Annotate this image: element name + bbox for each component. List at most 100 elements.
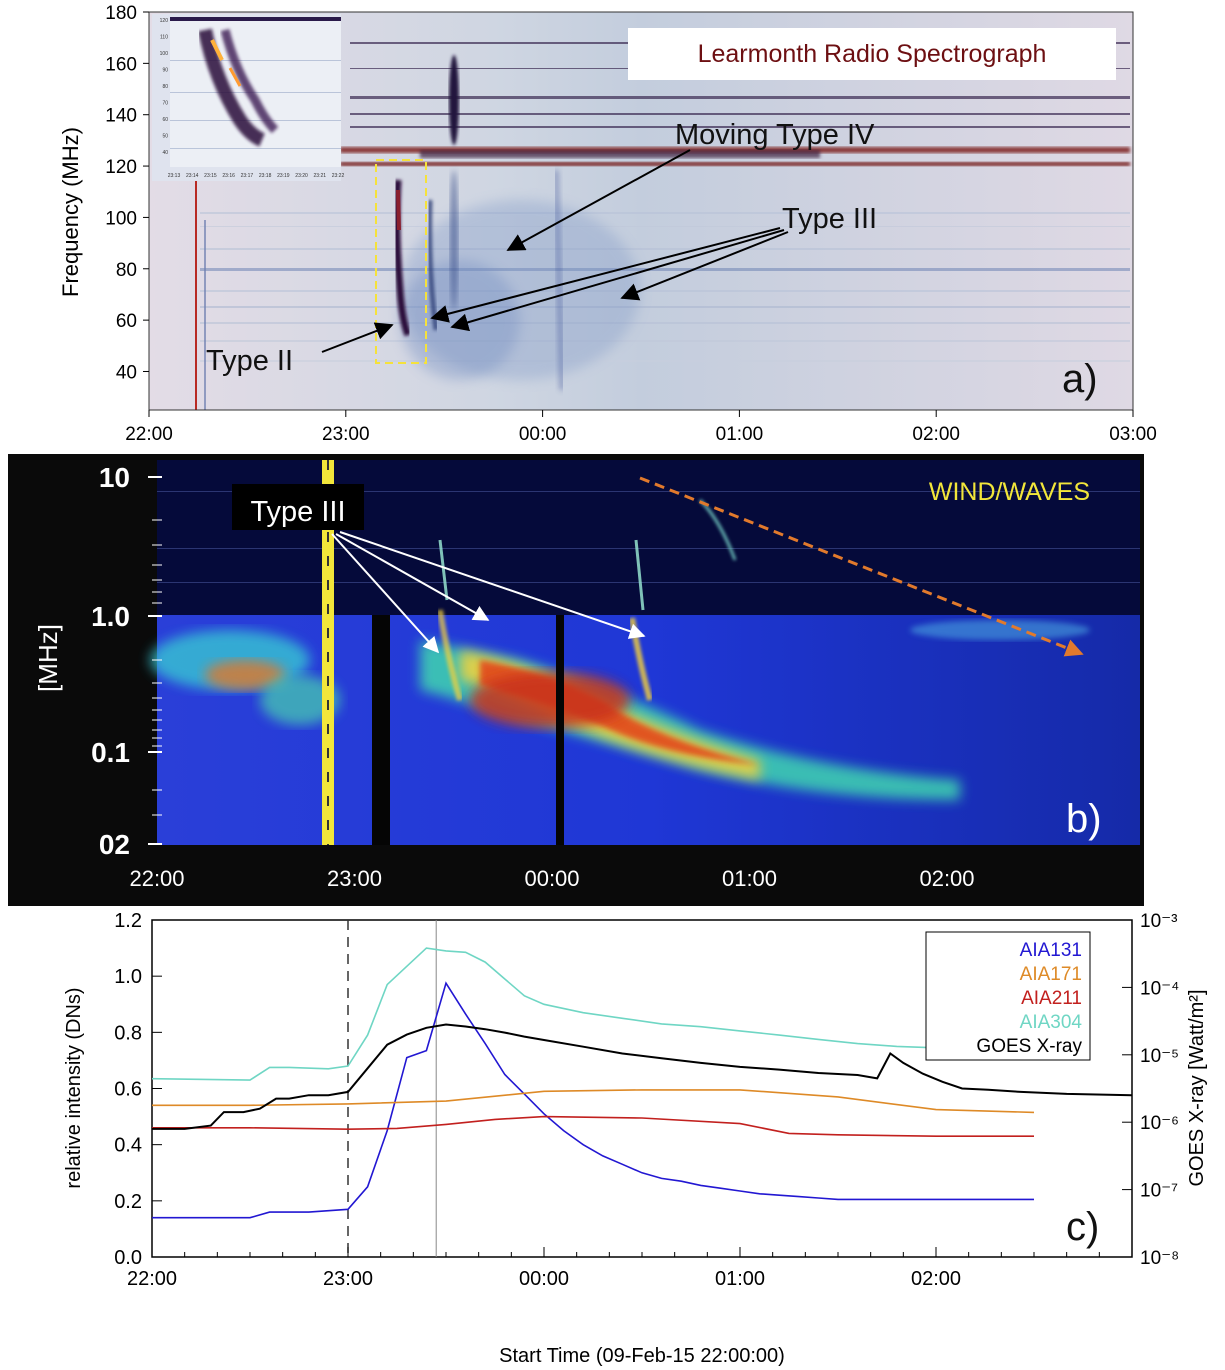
- c-ytick-label: 0.6: [114, 1079, 142, 1101]
- panel-c-ylabel: relative intensity (DNs): [63, 987, 85, 1188]
- arrow-b-type-iii-2: [335, 533, 490, 621]
- b-xtick-label: 23:00: [327, 866, 382, 891]
- inset-xtick-label: 23:18: [259, 173, 272, 179]
- panel-c-y2-axis: 10⁻⁸ 10⁻⁷ 10⁻⁶ 10⁻⁵ 10⁻⁴ 10⁻³: [1122, 911, 1179, 1269]
- legend-entry: GOES X-ray: [976, 1036, 1082, 1057]
- a-ytick-label: 40: [116, 362, 137, 383]
- panel-a-title: Learmonth Radio Spectrograph: [698, 40, 1047, 68]
- panel-a-letter: a): [1062, 357, 1098, 401]
- a-ytick-label: 140: [105, 106, 137, 127]
- inset-ytick-label: 70: [162, 101, 168, 107]
- inset-ytick-label: 50: [162, 134, 168, 140]
- series-aia211: [152, 1115, 1034, 1137]
- c-xtick-label: 23:00: [323, 1268, 373, 1290]
- label-type-iii-b: Type III: [250, 496, 345, 528]
- b-xtick-label: 02:00: [919, 866, 974, 891]
- b-xtick-label: 00:00: [524, 866, 579, 891]
- c-ytick-label: 0.0: [114, 1247, 142, 1269]
- b-ytick-label: 02: [99, 829, 130, 860]
- arrow-type-iii-2: [450, 229, 785, 332]
- legend-entry: AIA171: [1020, 964, 1082, 985]
- series-aia304: [151, 947, 1034, 1081]
- panel-b-x-axis: 22:00 23:00 00:00 01:00 02:00: [129, 866, 974, 891]
- c-y2tick-label: 10⁻⁴: [1140, 978, 1179, 999]
- b-ytick-label: 1.0: [91, 601, 130, 632]
- c-y2tick-label: 10⁻⁷: [1140, 1181, 1178, 1202]
- c-y2tick-label: 10⁻⁶: [1140, 1113, 1179, 1134]
- panel-a-frame: [148, 11, 1134, 411]
- arrow-type-ii: [321, 322, 394, 353]
- inset-xtick-label: 23:21: [314, 173, 327, 179]
- panel-a-annotations: [321, 149, 789, 353]
- inset-ytick-label: 60: [162, 117, 168, 123]
- inset-xtick-label: 23:14: [186, 173, 199, 179]
- a-xtick-label: 22:00: [125, 424, 173, 445]
- legend-entry: AIA131: [1020, 940, 1082, 961]
- panel-c-y2label: GOES X-ray [Watt/m²]: [1186, 989, 1208, 1186]
- a-ytick-label: 120: [105, 157, 137, 178]
- arrow-b-type-iii-1: [331, 533, 440, 654]
- panel-c: 0.00.20.40.60.81.01.2 10⁻⁸10⁻⁷10⁻⁶10⁻⁵10…: [63, 910, 1208, 1367]
- panel-b-title: WIND/WAVES: [929, 478, 1090, 506]
- panel-c-xlabel: Start Time (09-Feb-15 22:00:00): [499, 1345, 785, 1367]
- a-xtick-label: 01:00: [716, 424, 764, 445]
- arrow-type-iii-3: [620, 231, 789, 301]
- a-ytick-label: 160: [105, 54, 137, 75]
- inset-ytick-label: 120: [160, 18, 169, 24]
- a-xtick-label: 23:00: [322, 424, 370, 445]
- panel-b-letter: b): [1066, 797, 1102, 841]
- inset-x-ticks: 23:13 23:14 23:15 23:16 23:17 23:18 23:19 23:20…: [168, 173, 345, 179]
- legend-entry: AIA304: [1020, 1012, 1083, 1033]
- arrow-type-iii-1: [430, 227, 781, 323]
- panel-c-legend: AIA131 AIA171 AIA211 AIA304 GOES X-ray: [976, 940, 1082, 1057]
- data-gap-1: [372, 615, 390, 845]
- inset-xtick-label: 23:17: [241, 173, 254, 179]
- b-xtick-label: 22:00: [129, 866, 184, 891]
- panel-a-ylabel: Frequency (MHz): [58, 127, 83, 297]
- c-xtick-label: 00:00: [519, 1268, 569, 1290]
- series-aia171: [152, 1089, 1035, 1114]
- a-xtick-label: 02:00: [912, 424, 960, 445]
- series-goes-x-ray: [152, 1023, 1133, 1130]
- c-ytick-label: 1.2: [114, 910, 142, 932]
- panel-b-type-iii-box: [232, 484, 364, 530]
- panel-c-x-axis: 22:00 23:00 00:00 01:00 02:00: [127, 1247, 1100, 1290]
- panel-a-y-axis: 40 60 80 100 120 140 160 180: [105, 3, 149, 383]
- b-ytick-label: 0.1: [91, 737, 130, 768]
- type-ii-highlight-box: [375, 159, 427, 364]
- c-ytick-label: 0.2: [114, 1191, 142, 1213]
- inset-xtick-label: 23:16: [222, 173, 235, 179]
- a-ytick-label: 80: [116, 260, 137, 281]
- b-xtick-label: 01:00: [722, 866, 777, 891]
- c-ytick-label: 0.4: [114, 1135, 142, 1157]
- inset-xtick-label: 23:20: [295, 173, 308, 179]
- a-ytick-label: 60: [116, 311, 137, 332]
- arrow-b-type-iii-3: [339, 531, 646, 639]
- c-xtick-label: 01:00: [715, 1268, 765, 1290]
- a-xtick-label: 03:00: [1109, 424, 1157, 445]
- panel-b-ylabel: [MHz]: [33, 624, 63, 692]
- inset-xtick-label: 23:22: [332, 173, 345, 179]
- c-ytick-label: 1.0: [114, 966, 142, 988]
- c-xtick-label: 22:00: [127, 1268, 177, 1290]
- a-ytick-label: 180: [105, 3, 137, 24]
- inset-ytick-label: 100: [160, 51, 169, 57]
- series-aia131: [152, 981, 1034, 1219]
- c-y2tick-label: 10⁻⁸: [1140, 1248, 1179, 1269]
- inset-ytick-label: 80: [162, 84, 168, 90]
- c-y2tick-label: 10⁻³: [1140, 911, 1178, 932]
- c-xtick-label: 02:00: [911, 1268, 961, 1290]
- legend-entry: AIA211: [1021, 988, 1082, 1009]
- inset-xtick-label: 23:13: [168, 173, 181, 179]
- data-gap-2: [556, 615, 564, 845]
- panel-b-y-axis: 10 1.0 0.1 02: [91, 462, 162, 860]
- panel-b-upper-noise: [157, 491, 1140, 583]
- burst-23h35: [449, 55, 459, 145]
- panel-c-legend-box: [925, 931, 1091, 1061]
- c-y2tick-label: 10⁻⁵: [1140, 1046, 1179, 1067]
- panel-c-y-axis: 0.0 0.2 0.4 0.6 0.8 1.0 1.2: [114, 910, 162, 1269]
- arrow-moving-type-iv: [506, 149, 691, 251]
